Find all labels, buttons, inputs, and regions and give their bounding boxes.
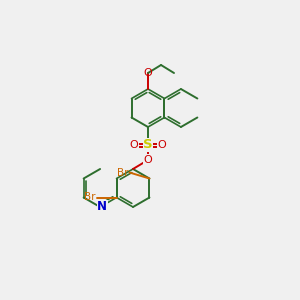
Text: O: O — [158, 140, 166, 150]
Text: O: O — [144, 68, 152, 78]
Text: N: N — [97, 200, 107, 214]
Text: O: O — [144, 155, 152, 165]
Text: Br: Br — [84, 193, 95, 202]
Text: S: S — [143, 139, 153, 152]
Text: Br: Br — [117, 167, 128, 178]
Text: O: O — [130, 140, 138, 150]
